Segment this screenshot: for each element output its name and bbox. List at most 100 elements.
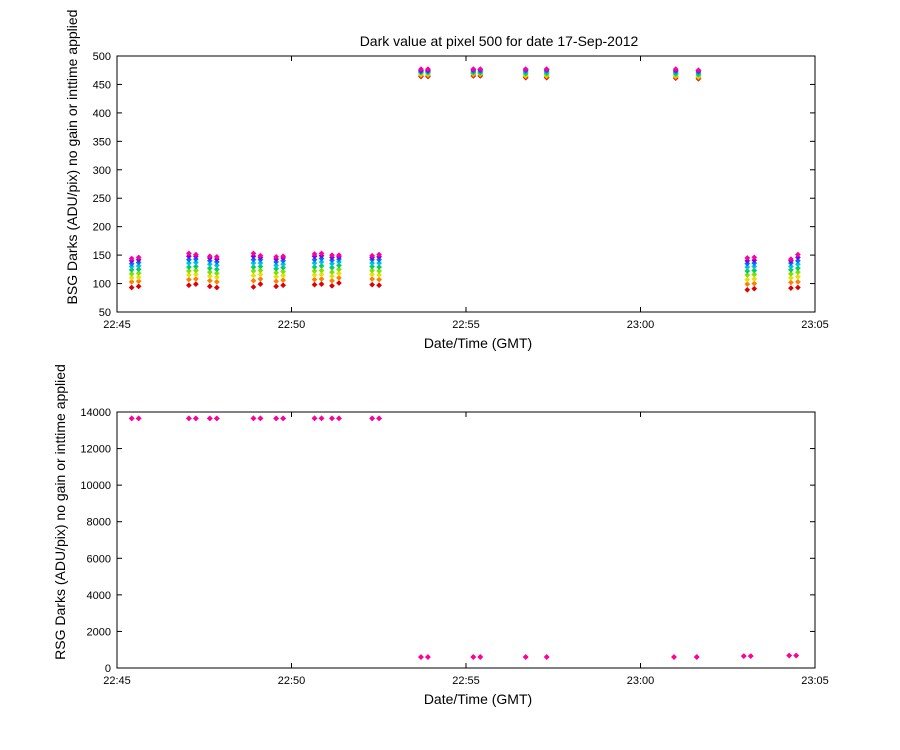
data-point [257,263,264,270]
data-point [185,264,192,271]
bsg-chart: Dark value at pixel 500 for date 17-Sep-… [64,10,829,351]
data-point [185,250,192,257]
data-point [311,415,318,422]
data-point [671,654,677,660]
data-point [273,262,280,269]
data-point [376,276,383,283]
rsg-markers [128,415,800,660]
data-point [135,274,142,281]
data-point [329,277,335,284]
data-point [470,66,477,73]
rsg-y-ticks: 0 2000 4000 6000 8000 10000 12000 14000 [80,407,815,675]
x-tick-label: 23:05 [801,319,829,331]
data-point [213,278,220,285]
data-point [751,254,758,261]
data-point [369,276,376,282]
data-point [257,415,264,422]
data-point [794,251,801,258]
data-point [376,251,383,258]
data-point [369,260,376,267]
data-point [751,271,758,278]
data-point [751,276,758,282]
data-point [280,415,287,422]
data-point [794,265,801,272]
data-point [206,273,213,280]
y-tick-label: 14000 [80,407,111,419]
data-point [273,273,280,280]
data-point [257,276,264,282]
x-tick-label: 23:00 [627,675,655,687]
data-point [336,262,342,269]
data-point [192,281,199,288]
data-point [318,258,325,265]
bsg-x-ticks: 22:45 22:50 22:55 23:00 23:05 [103,56,829,331]
data-point [794,269,801,276]
data-point [192,415,199,422]
data-point [787,274,794,281]
data-point [128,266,135,273]
data-point [213,270,220,277]
data-point [185,260,192,267]
data-point [329,282,335,289]
data-point [693,654,700,660]
data-point [477,654,484,660]
data-point [273,283,280,290]
data-point [128,415,135,422]
data-point [329,273,335,280]
data-point [369,263,376,270]
data-point [470,654,477,660]
data-point [425,654,431,660]
data-point [213,284,220,291]
y-tick-label: 0 [105,663,111,675]
data-point [185,268,192,274]
data-point [128,278,135,285]
data-point [206,253,213,260]
data-point [318,276,325,282]
data-point [369,267,376,274]
y-tick-label: 10000 [80,480,111,492]
data-point [543,654,550,660]
y-tick-label: 350 [93,136,111,148]
data-point [192,276,199,282]
data-point [280,264,287,271]
data-point [744,264,751,271]
x-tick-label: 23:05 [801,675,829,687]
data-point [744,281,751,288]
y-tick-label: 4000 [87,590,111,602]
data-point [787,270,794,277]
data-point [695,67,702,74]
bsg-markers [128,66,801,293]
data-point [369,281,376,288]
data-point [185,256,192,263]
data-point [128,255,135,262]
data-point [786,652,793,659]
data-point [280,277,287,284]
data-point [250,264,257,271]
data-point [273,269,280,276]
data-point [250,272,257,279]
data-point [747,653,754,660]
data-point [257,260,264,267]
data-point [311,251,318,257]
data-point [128,274,135,281]
data-point [425,66,431,73]
data-point [369,252,376,259]
data-point [744,255,751,261]
data-point [311,268,318,274]
data-point [477,66,484,73]
rsg-x-ticks: 22:45 22:50 22:55 23:00 23:05 [103,412,829,687]
data-point [311,272,318,278]
data-point [273,253,280,260]
data-point [192,271,199,278]
y-tick-label: 12000 [80,444,111,456]
data-point [318,267,325,274]
data-point [185,272,192,278]
data-point [794,278,801,285]
data-point [787,263,794,270]
data-point [318,415,325,422]
data-point [257,281,264,288]
data-point [250,256,257,263]
data-point [376,415,383,422]
y-tick-label: 200 [93,222,111,234]
data-point [257,252,264,259]
